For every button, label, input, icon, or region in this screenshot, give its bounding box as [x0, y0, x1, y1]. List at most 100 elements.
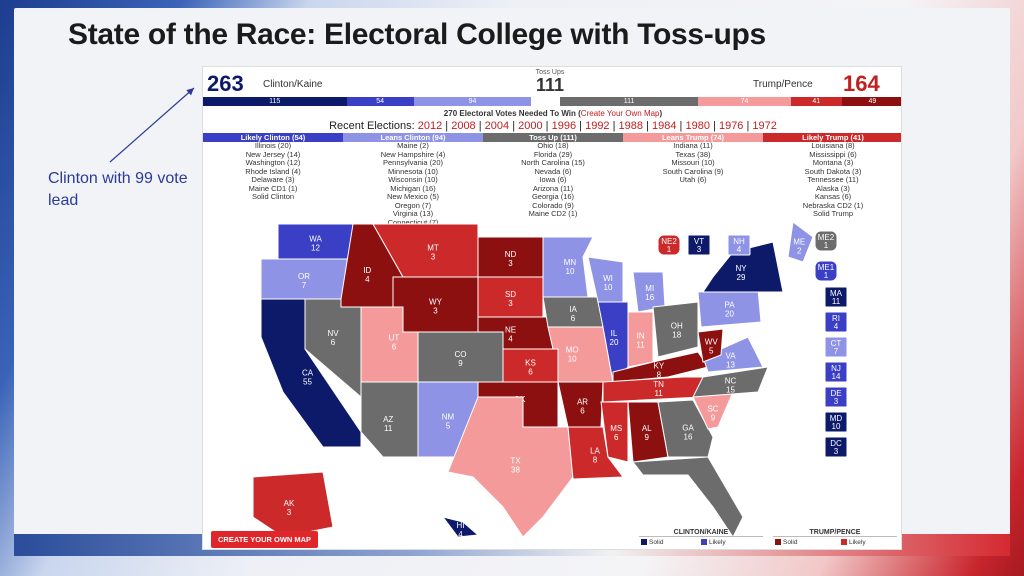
rating-item: Tennessee (11)	[807, 175, 859, 184]
rating-item: North Carolina (15)	[521, 158, 585, 167]
district-box-de[interactable]: DE3	[824, 386, 848, 408]
state-label: MO	[566, 346, 579, 355]
create-map-link[interactable]: Create Your Own Map	[580, 109, 660, 118]
bar-segment: 74	[698, 97, 791, 106]
legend-clinton-likely: Likely	[701, 539, 726, 546]
state-label: 10	[566, 267, 575, 276]
district-box-dc[interactable]: DC3	[824, 436, 848, 458]
state-label: 11	[636, 340, 645, 349]
state-label: 9	[645, 433, 650, 442]
state-hi[interactable]	[441, 516, 480, 538]
svg-text:3: 3	[834, 447, 839, 456]
rating-item: Solid Clinton	[251, 192, 295, 201]
rating-item: Pennsylvania (20)	[382, 158, 444, 167]
state-wv[interactable]	[697, 328, 724, 363]
state-label: NE	[505, 326, 516, 335]
state-mo[interactable]	[547, 326, 614, 383]
state-ms[interactable]	[600, 401, 629, 463]
state-la[interactable]	[567, 426, 624, 480]
state-label: 15	[726, 385, 735, 394]
state-label: OR	[298, 272, 310, 281]
legend-trump-title: TRUMP/PENCE	[773, 529, 897, 537]
state-label: 3	[508, 299, 513, 308]
state-label: 29	[690, 492, 699, 501]
state-label: 12	[311, 244, 320, 253]
slide-title: State of the Race: Electoral College wit…	[68, 18, 766, 51]
election-year-link[interactable]: 2008	[451, 120, 476, 132]
election-year-link[interactable]: 2004	[484, 120, 510, 132]
state-tx[interactable]	[447, 396, 574, 538]
election-year-link[interactable]: 1996	[551, 120, 577, 132]
svg-text:MA: MA	[830, 289, 843, 298]
election-year-link[interactable]: 1976	[718, 120, 744, 132]
state-label: 6	[331, 338, 336, 347]
rating-item: Maine CD1 (1)	[248, 183, 298, 193]
district-box-ct[interactable]: CT7	[824, 336, 848, 358]
svg-text:ME1: ME1	[818, 263, 835, 272]
state-fl[interactable]	[632, 456, 744, 538]
legend-clinton-solid: Solid	[641, 539, 663, 546]
state-label: ME	[793, 238, 805, 247]
svg-text:VT: VT	[694, 237, 704, 246]
election-year-link[interactable]: 1980	[685, 120, 710, 132]
state-label: 11	[654, 389, 663, 398]
state-label: MI	[645, 284, 654, 293]
state-label: AK	[284, 499, 295, 508]
state-label: CA	[302, 368, 314, 377]
clinton-label: Clinton/Kaine	[263, 79, 323, 90]
election-year-link[interactable]: 1992	[585, 120, 610, 132]
rating-item: New Mexico (5)	[386, 192, 440, 201]
state-label: 16	[684, 433, 693, 442]
state-ny[interactable]	[702, 241, 784, 293]
state-label: 6	[580, 407, 585, 416]
rating-item: Wisconsin (10)	[388, 175, 438, 184]
legend-trump-solid: Solid	[775, 539, 797, 546]
rating-column: Toss Up (111) Ohio (18) Florida (29) North …	[483, 133, 623, 227]
svg-text:11: 11	[832, 297, 841, 306]
state-me[interactable]	[787, 221, 814, 263]
state-oh[interactable]	[652, 301, 699, 358]
state-label: AZ	[383, 415, 393, 424]
state-az[interactable]	[360, 381, 419, 458]
rating-item: Missouri (10)	[671, 158, 715, 167]
election-year-link[interactable]: 1988	[618, 120, 644, 132]
create-your-own-map-button[interactable]: CREATE YOUR OWN MAP	[211, 531, 319, 548]
election-year-link[interactable]: 1972	[752, 120, 777, 132]
election-year-link[interactable]: 2000	[518, 120, 543, 132]
bar-segment: 111	[559, 97, 699, 106]
state-label: 38	[511, 466, 520, 475]
state-ga[interactable]	[657, 399, 714, 458]
district-box-nh[interactable]: NH4	[727, 234, 751, 256]
rating-item: Iowa (6)	[539, 175, 567, 184]
clinton-total: 263	[207, 71, 244, 96]
state-label: AR	[577, 398, 588, 407]
state-label: 6	[392, 342, 397, 351]
state-mn[interactable]	[542, 236, 594, 298]
svg-text:3: 3	[834, 397, 839, 406]
election-year-link[interactable]: 2012	[417, 120, 443, 132]
state-va[interactable]	[702, 336, 764, 373]
state-label: 18	[672, 330, 681, 339]
state-label: MT	[427, 244, 439, 253]
bar-segment: 94	[413, 97, 532, 106]
election-year-link[interactable]: 1984	[652, 120, 677, 132]
state-label: 2	[797, 247, 802, 256]
svg-text:DC: DC	[830, 439, 842, 448]
rating-item: Kansas (6)	[814, 192, 852, 201]
state-nc[interactable]	[692, 366, 769, 398]
state-label: VA	[725, 351, 736, 360]
district-box-vt[interactable]: VT3	[687, 234, 711, 256]
rating-item: South Dakota (3)	[804, 166, 862, 176]
tossup-label: Toss Ups	[535, 69, 565, 76]
state-label: NV	[327, 329, 339, 338]
svg-text:RI: RI	[832, 314, 840, 323]
district-box-ri[interactable]: RI4	[824, 311, 848, 333]
rating-header: Likely Trump (41)	[763, 133, 901, 142]
state-label: 29	[737, 273, 746, 282]
